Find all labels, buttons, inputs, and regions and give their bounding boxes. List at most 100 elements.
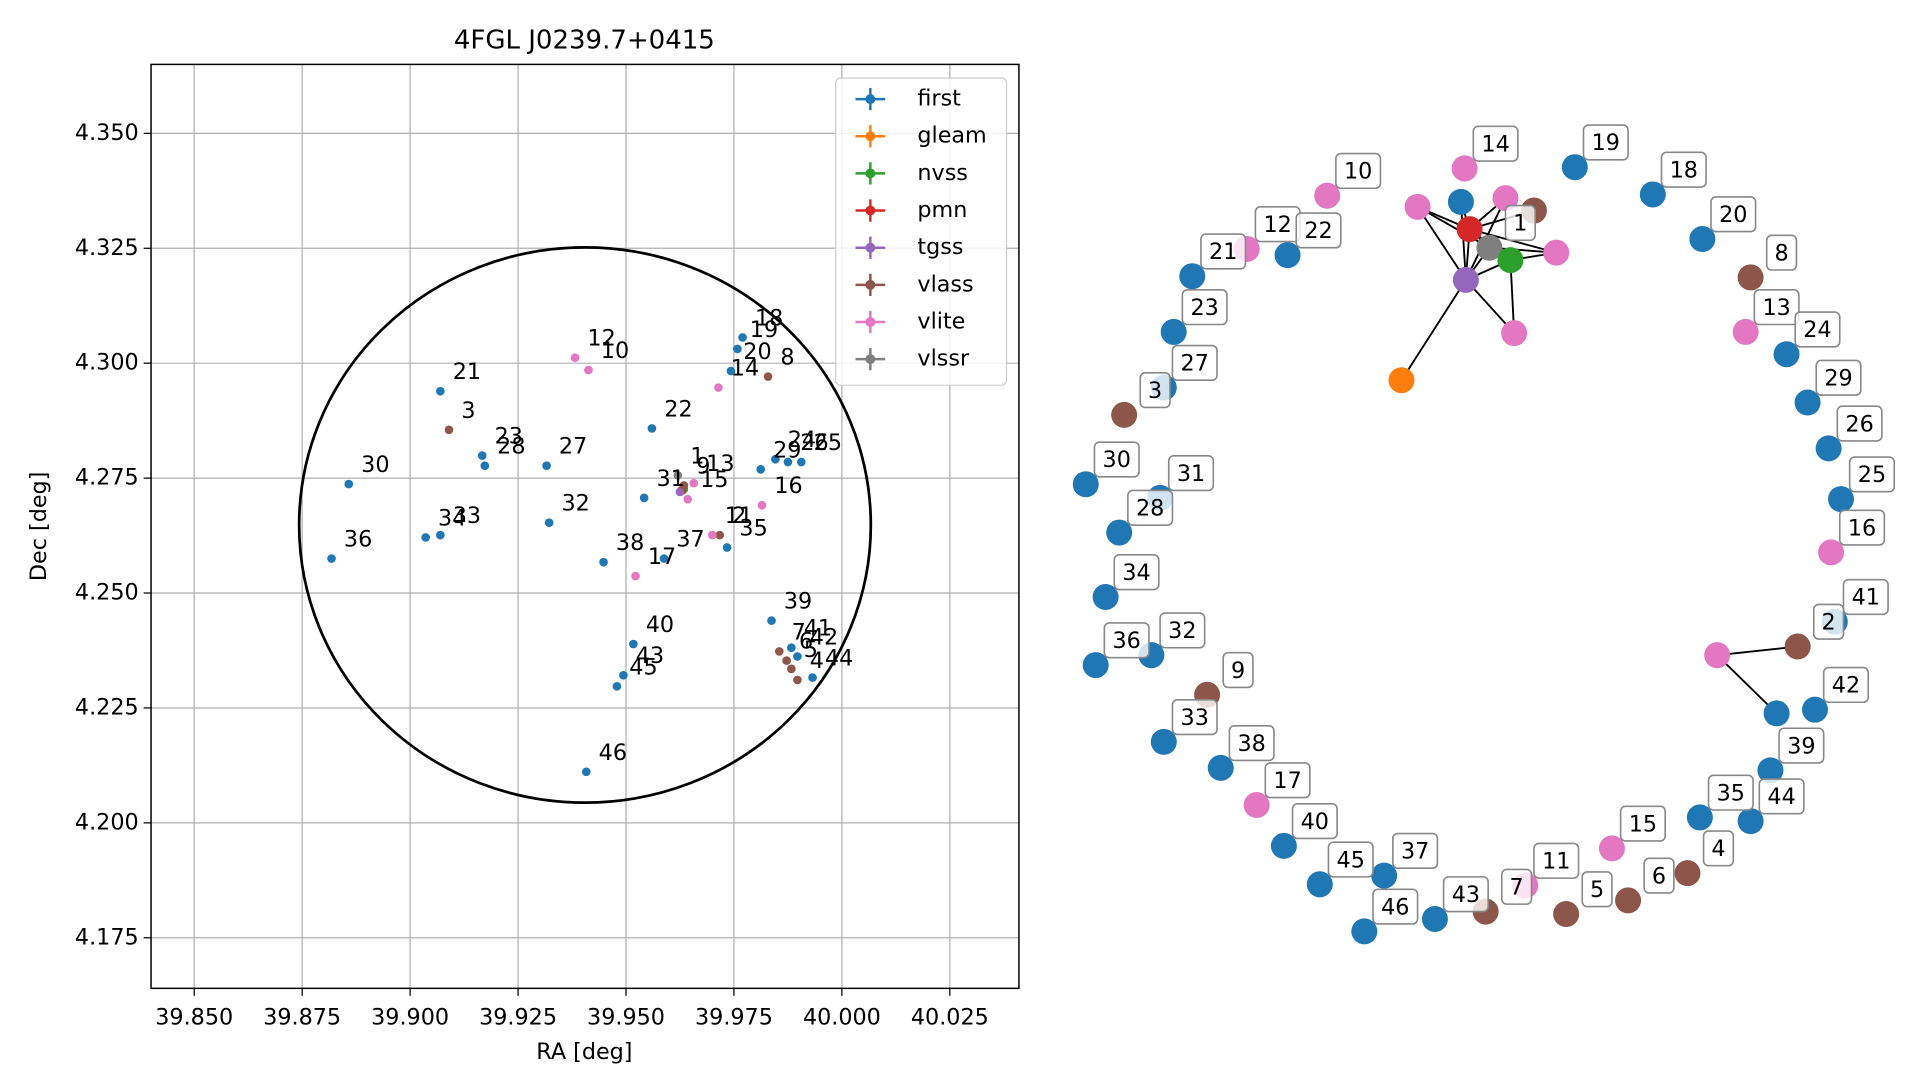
y-tick-label: 4.275 bbox=[75, 465, 139, 491]
point-label: 28 bbox=[497, 434, 525, 460]
node-label: 33 bbox=[1181, 705, 1209, 731]
point-label: 41 bbox=[804, 616, 832, 642]
point-label: 27 bbox=[559, 434, 587, 460]
x-tick-label: 39.950 bbox=[587, 1005, 665, 1031]
legend-marker bbox=[865, 354, 876, 365]
edge bbox=[1459, 201, 1467, 280]
point-label: 24 bbox=[788, 427, 816, 453]
point-label: 39 bbox=[784, 589, 812, 615]
point bbox=[679, 481, 689, 490]
point bbox=[570, 353, 580, 363]
node-label-box bbox=[1812, 603, 1845, 640]
point-label: 46 bbox=[599, 740, 627, 766]
node-label: 28 bbox=[1136, 496, 1164, 522]
point bbox=[542, 461, 551, 471]
point-label: 20 bbox=[743, 339, 771, 365]
node-label: 21 bbox=[1209, 239, 1237, 265]
point bbox=[673, 471, 683, 480]
node bbox=[1207, 754, 1234, 781]
node-label-box bbox=[1707, 774, 1754, 811]
node bbox=[1451, 155, 1478, 182]
node bbox=[1674, 860, 1701, 887]
node-label-box bbox=[1504, 204, 1537, 242]
y-tick-label: 4.225 bbox=[75, 694, 139, 720]
node bbox=[1773, 341, 1800, 368]
y-tick-label: 4.175 bbox=[75, 924, 139, 950]
point-label: 34 bbox=[438, 505, 466, 531]
node bbox=[1598, 835, 1625, 862]
node bbox=[1639, 181, 1666, 208]
node-label-box bbox=[1171, 698, 1218, 736]
node-label: 39 bbox=[1787, 733, 1815, 759]
point bbox=[689, 478, 699, 488]
node bbox=[1243, 792, 1270, 819]
node bbox=[1501, 320, 1528, 347]
point bbox=[612, 682, 622, 691]
node-label-box bbox=[1335, 152, 1382, 190]
node-label: 9 bbox=[1231, 658, 1245, 684]
legend-marker bbox=[865, 168, 876, 179]
node-label-box bbox=[1159, 612, 1206, 649]
node bbox=[1818, 539, 1845, 566]
node-label-box bbox=[1753, 289, 1800, 326]
point bbox=[763, 372, 773, 381]
point bbox=[738, 333, 747, 342]
node bbox=[1388, 367, 1415, 394]
node-label-box bbox=[1222, 651, 1254, 689]
node-label-box bbox=[1619, 805, 1667, 842]
legend-label: vlssr bbox=[917, 346, 970, 372]
point-label: 33 bbox=[453, 503, 481, 529]
point-label: 11 bbox=[725, 503, 753, 529]
node-label-box bbox=[1327, 841, 1374, 878]
node-label-box bbox=[1228, 724, 1275, 762]
legend-marker bbox=[865, 317, 876, 327]
point-label: 25 bbox=[814, 430, 842, 456]
point-label: 17 bbox=[648, 544, 676, 570]
edge bbox=[1717, 645, 1798, 657]
point bbox=[808, 673, 817, 682]
point-label: 35 bbox=[739, 515, 767, 541]
node bbox=[1314, 182, 1341, 209]
node bbox=[1106, 519, 1133, 546]
node-label-box bbox=[1139, 371, 1171, 409]
node bbox=[1111, 401, 1138, 428]
point-label: 4 bbox=[810, 648, 824, 674]
point-label: 16 bbox=[774, 473, 802, 499]
node-label: 31 bbox=[1177, 461, 1205, 487]
node-label: 25 bbox=[1858, 462, 1886, 488]
node-label: 27 bbox=[1181, 351, 1209, 377]
node-label-box bbox=[1794, 311, 1841, 348]
chart-title: 4FGL J0239.7+0415 bbox=[454, 25, 715, 55]
node-label-box bbox=[1702, 830, 1735, 867]
point bbox=[631, 571, 640, 581]
y-tick-label: 4.250 bbox=[75, 580, 139, 606]
x-tick-label: 39.900 bbox=[371, 1005, 449, 1031]
node-label-box bbox=[1758, 778, 1805, 815]
x-axis-label: RA [deg] bbox=[536, 1039, 632, 1065]
point bbox=[756, 465, 766, 474]
node-label: 43 bbox=[1452, 882, 1480, 908]
node bbox=[1704, 642, 1731, 669]
legend-marker bbox=[865, 94, 876, 105]
node-label-box bbox=[1660, 151, 1707, 188]
node-label-box bbox=[1822, 666, 1870, 704]
point bbox=[782, 656, 791, 665]
node bbox=[1553, 901, 1580, 928]
point-label: 6 bbox=[799, 629, 813, 655]
x-tick-label: 40.000 bbox=[803, 1005, 881, 1031]
node-label: 2 bbox=[1822, 609, 1836, 635]
point-label: 1 bbox=[690, 443, 704, 469]
node-label: 4 bbox=[1711, 836, 1725, 862]
node bbox=[1452, 266, 1479, 293]
node bbox=[1802, 696, 1829, 723]
point-label: 15 bbox=[700, 467, 728, 493]
point bbox=[708, 530, 717, 540]
node-label: 41 bbox=[1852, 585, 1880, 611]
node-label: 29 bbox=[1824, 365, 1852, 391]
legend-marker bbox=[865, 279, 876, 290]
node-label-box bbox=[1181, 289, 1228, 326]
point bbox=[639, 493, 649, 503]
node-label-box bbox=[1500, 868, 1533, 905]
y-tick-label: 4.300 bbox=[75, 350, 139, 376]
node bbox=[1351, 918, 1378, 945]
